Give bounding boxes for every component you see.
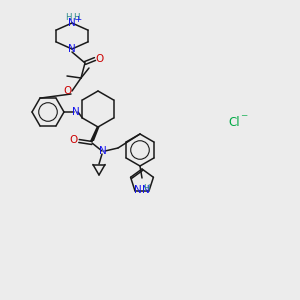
Text: O: O <box>63 86 72 96</box>
Text: Cl: Cl <box>228 116 240 128</box>
Text: H: H <box>73 13 79 22</box>
Text: N: N <box>134 185 142 195</box>
Text: O: O <box>70 135 78 145</box>
Text: H: H <box>65 13 71 22</box>
Text: N: N <box>72 107 80 117</box>
Text: N: N <box>68 44 76 54</box>
Text: N: N <box>68 18 76 28</box>
Text: ⁻: ⁻ <box>240 112 248 126</box>
Text: H: H <box>143 184 149 193</box>
Polygon shape <box>90 127 100 141</box>
Text: O: O <box>96 54 104 64</box>
Text: +: + <box>74 16 81 25</box>
Text: N: N <box>99 146 107 156</box>
Text: N: N <box>142 185 150 195</box>
